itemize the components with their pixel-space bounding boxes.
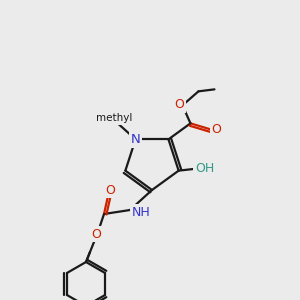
- Text: O: O: [105, 184, 115, 196]
- Text: OH: OH: [195, 162, 214, 175]
- Text: NH: NH: [132, 206, 151, 218]
- Text: O: O: [175, 98, 184, 111]
- Text: methyl: methyl: [96, 113, 133, 123]
- Text: O: O: [212, 123, 221, 136]
- Text: N: N: [131, 133, 140, 146]
- Text: O: O: [91, 227, 101, 241]
